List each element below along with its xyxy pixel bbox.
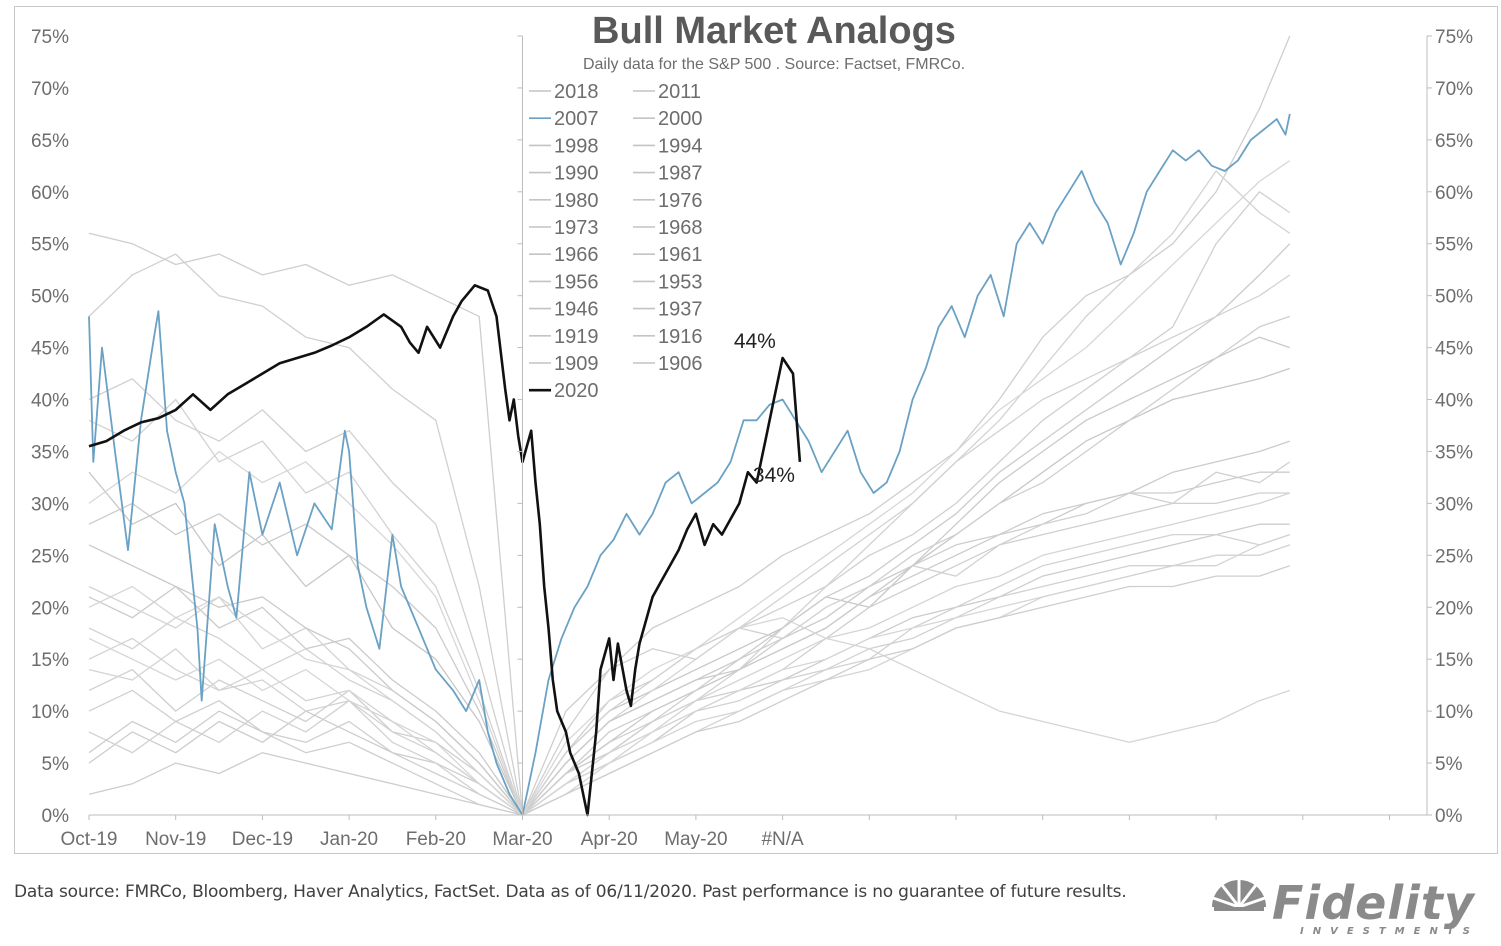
x-tick-label: Jan-20 — [320, 829, 378, 850]
y-tick-label-left: 70% — [31, 79, 69, 100]
y-tick-label-right: 75% — [1435, 27, 1473, 48]
legend-label-1919: 1919 — [554, 326, 599, 348]
logo-subtitle: INVESTMENTS — [1300, 926, 1479, 937]
y-tick-label-right: 35% — [1435, 442, 1473, 463]
legend-label-1953: 1953 — [658, 271, 703, 293]
y-tick-label-left: 55% — [31, 235, 69, 256]
y-tick-label-right: 65% — [1435, 131, 1473, 152]
legend-label-1956: 1956 — [554, 271, 599, 293]
y-tick-label-left: 60% — [31, 183, 69, 204]
legend-label-2007: 2007 — [554, 108, 599, 130]
legend-label-1987: 1987 — [658, 163, 703, 185]
plot-background — [89, 36, 1427, 815]
legend: 2018 2011 2007 2000 1998 1994 1990 1987 1980 1976… — [529, 81, 703, 402]
x-tick-label: Feb-20 — [406, 829, 466, 850]
x-tick-label: Nov-19 — [145, 829, 206, 850]
axes-group: 0% 0% 5% 5% 10% 10% 15% 15% 20% 20% 25% 25% 30% 30% 35… — [31, 27, 1473, 850]
series-line-1976 — [88, 585, 1291, 816]
legend-label-1980: 1980 — [554, 190, 599, 212]
legend-label-1968: 1968 — [658, 217, 703, 239]
series-line-1937 — [88, 533, 1291, 816]
y-tick-label-left: 50% — [31, 287, 69, 308]
legend-label-1961: 1961 — [658, 244, 703, 266]
series-line-1998 — [88, 367, 1291, 816]
series-line-1968 — [88, 315, 1291, 816]
chart-title: Bull Market Analogs — [592, 10, 956, 52]
y-tick-label-right: 10% — [1435, 702, 1473, 723]
series-line-2011 — [88, 35, 1291, 816]
series-line-2020 — [88, 284, 802, 817]
y-tick-label-right: 70% — [1435, 79, 1473, 100]
y-tick-label-right: 15% — [1435, 650, 1473, 671]
y-tick-label-left: 0% — [42, 806, 70, 827]
x-tick-label: Apr-20 — [581, 829, 638, 850]
y-tick-label-left: 75% — [31, 27, 69, 48]
y-tick-label-right: 60% — [1435, 183, 1473, 204]
y-tick-label-right: 50% — [1435, 287, 1473, 308]
highlight-series-group — [88, 113, 1291, 817]
legend-label-2011: 2011 — [658, 81, 701, 103]
x-tick-label: May-20 — [664, 829, 727, 850]
y-tick-label-left: 5% — [42, 754, 70, 775]
y-tick-label-right: 30% — [1435, 494, 1473, 515]
y-tick-label-right: 25% — [1435, 546, 1473, 567]
chart-frame: 0% 0% 5% 5% 10% 10% 15% 15% 20% 20% 25% 25% 30% 30% 35… — [14, 6, 1498, 854]
series-line-2018 — [88, 160, 1291, 816]
legend-label-1909: 1909 — [554, 353, 599, 375]
legend-label-1976: 1976 — [658, 190, 703, 212]
legend-label-2020: 2020 — [554, 380, 599, 402]
y-tick-label-right: 40% — [1435, 391, 1473, 412]
legend-label-1994: 1994 — [658, 135, 703, 157]
y-tick-label-right: 55% — [1435, 235, 1473, 256]
y-tick-label-left: 10% — [31, 702, 69, 723]
legend-label-1966: 1966 — [554, 244, 599, 266]
y-tick-label-right: 20% — [1435, 598, 1473, 619]
logo-word: Fidelity — [1272, 876, 1475, 930]
y-tick-label-right: 45% — [1435, 339, 1473, 360]
chart-svg: 0% 0% 5% 5% 10% 10% 15% 15% 20% 20% 25% 25% 30% 30% 35… — [31, 10, 1473, 850]
fidelity-globe-icon — [1212, 880, 1266, 937]
legend-label-1916: 1916 — [658, 326, 703, 348]
y-tick-label-left: 15% — [31, 650, 69, 671]
series-line-2007 — [88, 113, 1291, 816]
fidelity-logo: Fidelity INVESTMENTS — [1208, 872, 1493, 942]
chart-subtitle: Daily data for the S&P 500 . Source: Fac… — [583, 56, 965, 73]
legend-label-1946: 1946 — [554, 299, 599, 321]
series-line-1906 — [88, 565, 1291, 816]
legend-label-1937: 1937 — [658, 299, 703, 321]
legend-label-1998: 1998 — [554, 135, 599, 157]
x-tick-label: #N/A — [761, 829, 804, 850]
series-line-1994 — [88, 170, 1291, 816]
legend-label-2000: 2000 — [658, 108, 703, 130]
annotations-group: 44% 34% — [734, 330, 795, 487]
plot-area — [89, 36, 1427, 815]
y-tick-label-right: 5% — [1435, 754, 1463, 775]
annotation-label: 34% — [753, 464, 795, 487]
annotation-label: 44% — [734, 330, 776, 353]
y-tick-label-left: 25% — [31, 546, 69, 567]
grey-series-group — [88, 35, 1291, 816]
x-tick-label: Dec-19 — [232, 829, 293, 850]
legend-label-2018: 2018 — [554, 81, 599, 103]
x-tick-label: Mar-20 — [492, 829, 552, 850]
y-tick-label-left: 65% — [31, 131, 69, 152]
y-tick-label-left: 30% — [31, 494, 69, 515]
footer-note: Data source: FMRCo, Bloomberg, Haver Ana… — [14, 882, 1127, 902]
legend-label-1973: 1973 — [554, 217, 599, 239]
x-tick-label: Oct-19 — [60, 829, 117, 850]
y-tick-label-left: 35% — [31, 442, 69, 463]
y-tick-label-left: 40% — [31, 391, 69, 412]
y-tick-label-left: 20% — [31, 598, 69, 619]
y-tick-label-right: 0% — [1435, 806, 1463, 827]
legend-label-1990: 1990 — [554, 163, 599, 185]
legend-label-1906: 1906 — [658, 353, 703, 375]
y-tick-label-left: 45% — [31, 339, 69, 360]
